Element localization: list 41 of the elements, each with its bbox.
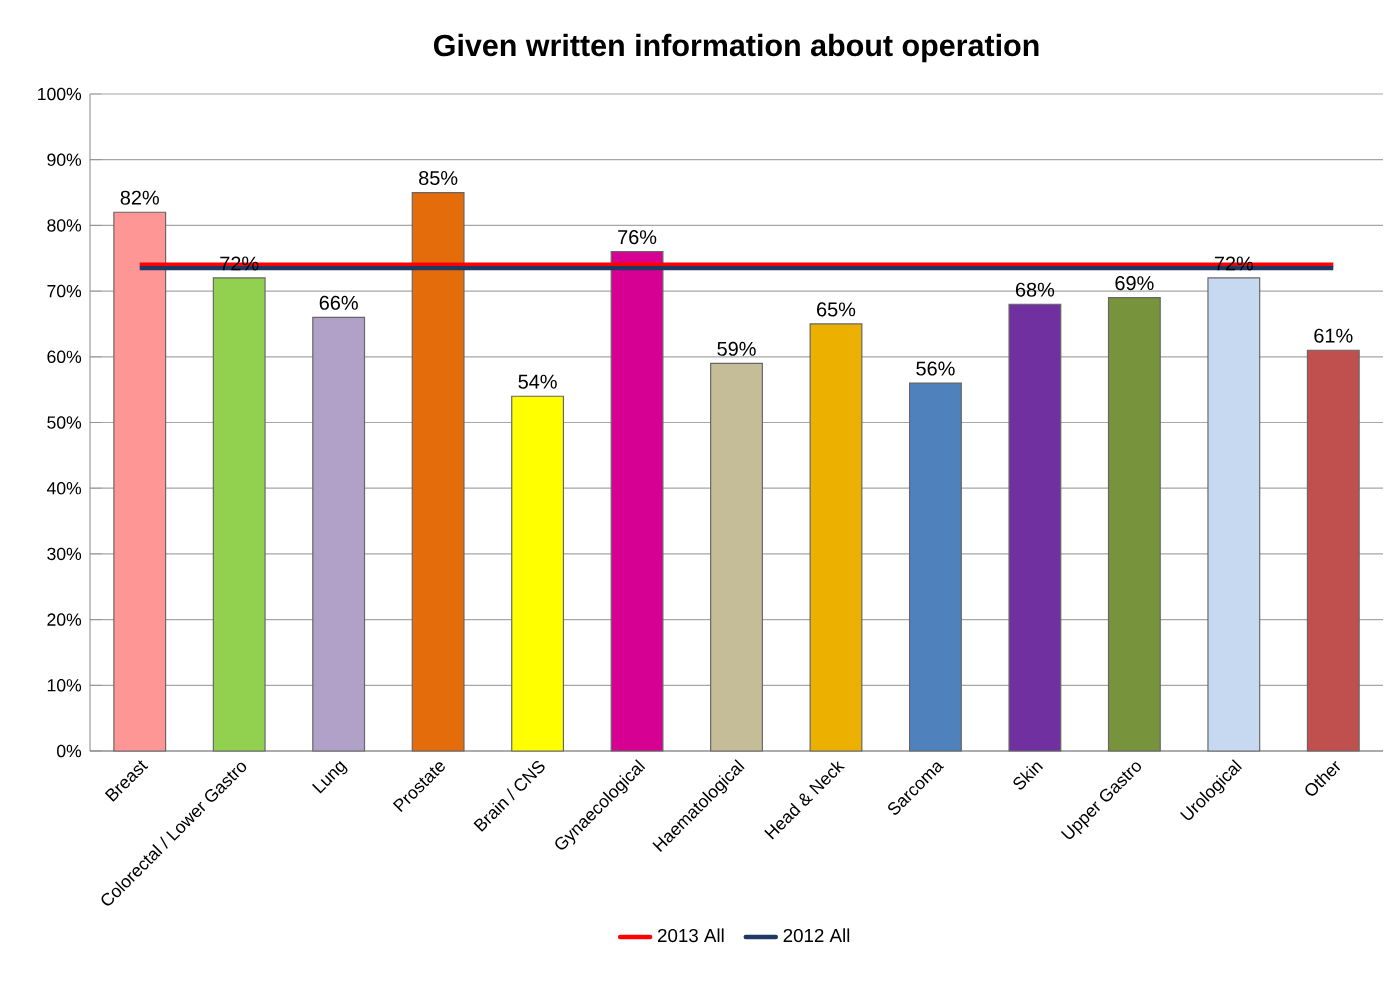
data-label: 68%	[1016, 282, 1055, 297]
x-tick-label: Skin	[1013, 762, 1044, 790]
bar	[809, 323, 863, 752]
bar	[908, 382, 962, 752]
legend-label: 2013 All	[658, 928, 724, 943]
legend-label: 2012 All	[783, 928, 850, 943]
y-tick-label: 0%	[57, 744, 82, 758]
y-tick-label: 40%	[46, 481, 82, 495]
y-tick-label: 70%	[47, 284, 82, 298]
y-tick-label: 90%	[47, 153, 82, 166]
chart-title: Given written information about operation	[434, 33, 1039, 63]
data-label: 65%	[817, 302, 856, 317]
bar	[511, 395, 565, 752]
bar	[113, 211, 167, 752]
bar	[1008, 303, 1062, 752]
data-label: 69%	[1115, 276, 1154, 291]
y-tick-label: 80%	[47, 219, 82, 232]
y-tick-label: 50%	[47, 416, 82, 429]
bar	[212, 277, 266, 752]
bar	[312, 316, 366, 752]
y-tick-label: 30%	[47, 547, 82, 561]
data-label: 82%	[120, 190, 159, 205]
y-tick-label: 10%	[47, 679, 82, 692]
data-label: 76%	[618, 230, 657, 245]
data-label: 66%	[319, 295, 358, 310]
data-label: 72%	[220, 256, 259, 271]
bar	[610, 251, 664, 752]
bar	[1306, 349, 1360, 752]
y-tick-label: 100%	[38, 87, 82, 101]
bar	[710, 362, 763, 752]
data-label: 54%	[518, 374, 557, 389]
data-label: 59%	[717, 341, 756, 356]
bar	[1207, 277, 1261, 752]
y-tick-label: 20%	[47, 613, 82, 626]
data-label: 61%	[1314, 328, 1353, 343]
bar	[411, 191, 465, 752]
data-label: 56%	[916, 361, 955, 376]
y-tick-label: 60%	[47, 350, 82, 364]
bar	[1107, 297, 1161, 752]
data-label: 85%	[419, 170, 458, 186]
data-label: 72%	[1214, 256, 1254, 271]
